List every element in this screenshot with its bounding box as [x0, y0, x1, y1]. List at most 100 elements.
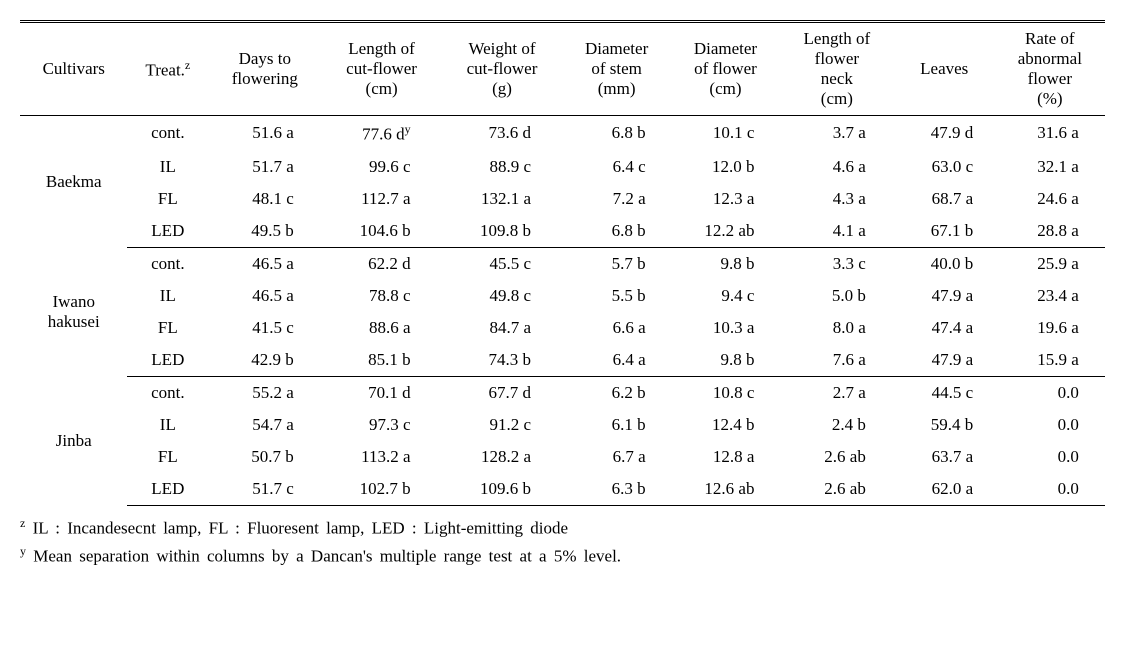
treat-cell: cont.	[127, 376, 208, 409]
abnorm-cell: 24.6 a	[995, 183, 1105, 215]
dstem-cell: 6.4 a	[562, 344, 671, 377]
wt-cell: 132.1 a	[442, 183, 562, 215]
dstem-cell: 6.2 b	[562, 376, 671, 409]
dstem-cell: 6.8 b	[562, 215, 671, 248]
len-cell: 70.1 d	[321, 376, 441, 409]
table-row: Jinbacont.55.2 a70.1 d67.7 d6.2 b10.8 c2…	[20, 376, 1105, 409]
days-cell: 54.7 a	[208, 409, 321, 441]
treat-cell: LED	[127, 344, 208, 377]
leaves-cell: 47.9 d	[894, 116, 995, 151]
neck-cell: 4.6 a	[780, 151, 894, 183]
cultivar-cell: Baekma	[20, 116, 127, 248]
len-cell: 77.6 dy	[321, 116, 441, 151]
table-row: IL54.7 a97.3 c91.2 c6.1 b12.4 b2.4 b59.4…	[20, 409, 1105, 441]
days-cell: 50.7 b	[208, 441, 321, 473]
len-cell: 62.2 d	[321, 247, 441, 280]
neck-cell: 2.6 ab	[780, 441, 894, 473]
treat-cell: cont.	[127, 247, 208, 280]
leaves-cell: 63.0 c	[894, 151, 995, 183]
leaves-cell: 40.0 b	[894, 247, 995, 280]
treat-cell: cont.	[127, 116, 208, 151]
col-days: Days toflowering	[208, 22, 321, 116]
col-dflower: Diameterof flower(cm)	[671, 22, 780, 116]
cultivar-cell: Jinba	[20, 376, 127, 505]
len-cell: 102.7 b	[321, 473, 441, 506]
dflower-cell: 12.0 b	[671, 151, 780, 183]
table-row: LED42.9 b85.1 b74.3 b6.4 a9.8 b7.6 a47.9…	[20, 344, 1105, 377]
days-cell: 46.5 a	[208, 280, 321, 312]
treat-cell: IL	[127, 409, 208, 441]
neck-cell: 2.4 b	[780, 409, 894, 441]
dflower-cell: 12.8 a	[671, 441, 780, 473]
days-cell: 49.5 b	[208, 215, 321, 248]
table-row: LED51.7 c102.7 b109.6 b6.3 b12.6 ab2.6 a…	[20, 473, 1105, 506]
cultivar-cell: Iwanohakusei	[20, 247, 127, 376]
col-dstem: Diameterof stem(mm)	[562, 22, 671, 116]
footnote-z: z IL : Incandesecnt lamp, FL : Fluoresen…	[20, 516, 1105, 539]
abnorm-cell: 0.0	[995, 409, 1105, 441]
len-cell: 113.2 a	[321, 441, 441, 473]
treat-cell: LED	[127, 473, 208, 506]
dstem-cell: 6.8 b	[562, 116, 671, 151]
neck-cell: 4.3 a	[780, 183, 894, 215]
leaves-cell: 47.4 a	[894, 312, 995, 344]
dflower-cell: 10.8 c	[671, 376, 780, 409]
leaves-cell: 59.4 b	[894, 409, 995, 441]
abnorm-cell: 19.6 a	[995, 312, 1105, 344]
wt-cell: 74.3 b	[442, 344, 562, 377]
col-treat: Treat.z	[127, 22, 208, 116]
days-cell: 51.6 a	[208, 116, 321, 151]
abnorm-cell: 15.9 a	[995, 344, 1105, 377]
abnorm-cell: 28.8 a	[995, 215, 1105, 248]
leaves-cell: 47.9 a	[894, 344, 995, 377]
dflower-cell: 9.8 b	[671, 247, 780, 280]
len-cell: 99.6 c	[321, 151, 441, 183]
treat-cell: FL	[127, 441, 208, 473]
table-row: Iwanohakuseicont.46.5 a62.2 d45.5 c5.7 b…	[20, 247, 1105, 280]
dflower-cell: 10.3 a	[671, 312, 780, 344]
col-len: Length ofcut-flower(cm)	[321, 22, 441, 116]
table-row: FL50.7 b113.2 a128.2 a6.7 a12.8 a2.6 ab6…	[20, 441, 1105, 473]
dstem-cell: 6.7 a	[562, 441, 671, 473]
abnorm-cell: 25.9 a	[995, 247, 1105, 280]
leaves-cell: 67.1 b	[894, 215, 995, 248]
treat-cell: IL	[127, 280, 208, 312]
wt-cell: 45.5 c	[442, 247, 562, 280]
dflower-cell: 9.8 b	[671, 344, 780, 377]
col-neck: Length offlowerneck(cm)	[780, 22, 894, 116]
leaves-cell: 63.7 a	[894, 441, 995, 473]
neck-cell: 3.7 a	[780, 116, 894, 151]
abnorm-cell: 0.0	[995, 376, 1105, 409]
col-wt: Weight ofcut-flower(g)	[442, 22, 562, 116]
dstem-cell: 5.5 b	[562, 280, 671, 312]
wt-cell: 73.6 d	[442, 116, 562, 151]
wt-cell: 128.2 a	[442, 441, 562, 473]
dstem-cell: 6.4 c	[562, 151, 671, 183]
col-abnorm: Rate ofabnormalflower(%)	[995, 22, 1105, 116]
neck-cell: 2.7 a	[780, 376, 894, 409]
wt-cell: 49.8 c	[442, 280, 562, 312]
dstem-cell: 6.3 b	[562, 473, 671, 506]
footnotes: z IL : Incandesecnt lamp, FL : Fluoresen…	[20, 516, 1105, 567]
neck-cell: 4.1 a	[780, 215, 894, 248]
len-cell: 104.6 b	[321, 215, 441, 248]
len-cell: 78.8 c	[321, 280, 441, 312]
neck-cell: 7.6 a	[780, 344, 894, 377]
wt-cell: 67.7 d	[442, 376, 562, 409]
abnorm-cell: 23.4 a	[995, 280, 1105, 312]
leaves-cell: 44.5 c	[894, 376, 995, 409]
dstem-cell: 5.7 b	[562, 247, 671, 280]
days-cell: 46.5 a	[208, 247, 321, 280]
col-leaves: Leaves	[894, 22, 995, 116]
dflower-cell: 12.6 ab	[671, 473, 780, 506]
days-cell: 41.5 c	[208, 312, 321, 344]
table-row: IL51.7 a99.6 c88.9 c6.4 c12.0 b4.6 a63.0…	[20, 151, 1105, 183]
table-row: Baekmacont.51.6 a77.6 dy73.6 d6.8 b10.1 …	[20, 116, 1105, 151]
wt-cell: 109.6 b	[442, 473, 562, 506]
wt-cell: 84.7 a	[442, 312, 562, 344]
neck-cell: 5.0 b	[780, 280, 894, 312]
footnote-y: y Mean separation within columns by a Da…	[20, 544, 1105, 567]
dflower-cell: 10.1 c	[671, 116, 780, 151]
dflower-cell: 9.4 c	[671, 280, 780, 312]
len-cell: 112.7 a	[321, 183, 441, 215]
